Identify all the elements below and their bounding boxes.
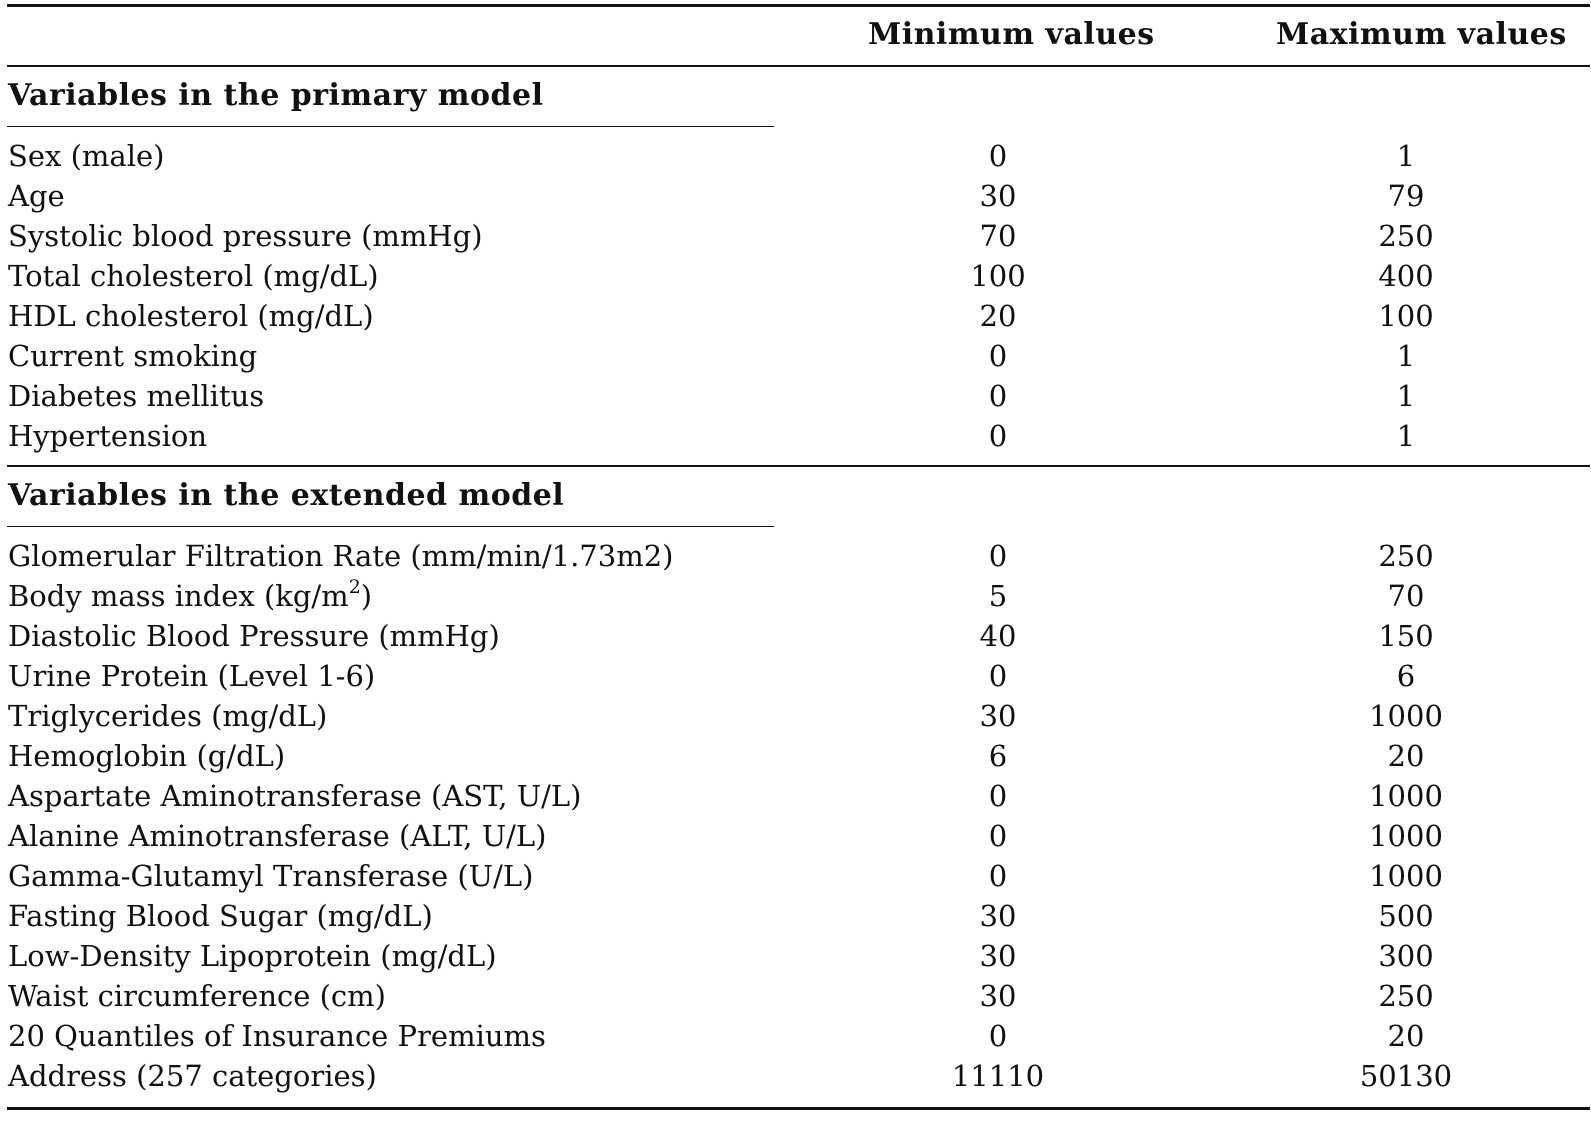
row-label: Body mass index (kg/m2): [8, 576, 373, 613]
row-min-value: 0: [988, 819, 1008, 853]
row-label: Sex (male): [8, 139, 165, 173]
row-max-value: 79: [1387, 179, 1425, 213]
row-label: Hypertension: [8, 419, 208, 453]
row-label: 20 Quantiles of Insurance Premiums: [8, 1019, 546, 1053]
row-min-value: 40: [979, 619, 1017, 653]
row-max-value: 1: [1396, 139, 1416, 173]
top-rule: [7, 4, 1590, 7]
row-label: HDL cholesterol (mg/dL): [8, 299, 374, 333]
row-label: Fasting Blood Sugar (mg/dL): [8, 899, 433, 933]
row-max-value: 1: [1396, 379, 1416, 413]
row-max-value: 6: [1396, 659, 1416, 693]
row-min-value: 30: [979, 899, 1017, 933]
section-underline-primary: [7, 126, 774, 127]
row-max-value: 1000: [1369, 819, 1443, 853]
row-max-value: 1000: [1369, 859, 1443, 893]
header-rule: [7, 65, 1590, 67]
row-label: Waist circumference (cm): [8, 979, 386, 1013]
section-title-primary: Variables in the primary model: [8, 78, 544, 113]
row-label: Address (257 categories): [8, 1059, 377, 1093]
row-label: Low-Density Lipoprotein (mg/dL): [8, 939, 497, 973]
row-min-value: 70: [979, 219, 1017, 253]
bottom-rule: [7, 1107, 1590, 1110]
row-label: Glomerular Filtration Rate (mm/min/1.73m…: [8, 539, 674, 573]
row-label: Age: [8, 179, 65, 213]
row-max-value: 400: [1378, 259, 1434, 293]
row-min-value: 6: [988, 739, 1008, 773]
row-min-value: 11110: [951, 1059, 1045, 1093]
row-label: Aspartate Aminotransferase (AST, U/L): [8, 779, 582, 813]
row-min-value: 0: [988, 419, 1008, 453]
row-label-text: Body mass index (kg/m: [8, 579, 349, 613]
row-label-superscript: 2: [348, 576, 361, 599]
row-max-value: 70: [1387, 579, 1425, 613]
row-label: Alanine Aminotransferase (ALT, U/L): [8, 819, 547, 853]
row-min-value: 0: [988, 339, 1008, 373]
header-maximum-values: Maximum values: [1276, 17, 1567, 52]
row-min-value: 30: [979, 979, 1017, 1013]
row-min-value: 0: [988, 1019, 1008, 1053]
row-label: Total cholesterol (mg/dL): [8, 259, 379, 293]
row-min-value: 30: [979, 699, 1017, 733]
row-min-value: 30: [979, 179, 1017, 213]
row-max-value: 500: [1378, 899, 1434, 933]
row-max-value: 150: [1378, 619, 1434, 653]
row-label: Urine Protein (Level 1-6): [8, 659, 376, 693]
row-label: Gamma-Glutamyl Transferase (U/L): [8, 859, 534, 893]
row-max-value: 20: [1387, 739, 1425, 773]
row-max-value: 1000: [1369, 699, 1443, 733]
row-min-value: 100: [970, 259, 1026, 293]
row-min-value: 20: [979, 299, 1017, 333]
row-min-value: 0: [988, 659, 1008, 693]
row-label: Triglycerides (mg/dL): [8, 699, 328, 733]
row-label: Current smoking: [8, 339, 258, 373]
row-max-value: 100: [1378, 299, 1434, 333]
section-title-extended: Variables in the extended model: [8, 478, 565, 513]
row-max-value: 1: [1396, 339, 1416, 373]
row-max-value: 1: [1396, 419, 1416, 453]
row-min-value: 5: [988, 579, 1008, 613]
row-min-value: 0: [988, 779, 1008, 813]
row-max-value: 300: [1378, 939, 1434, 973]
row-min-value: 30: [979, 939, 1017, 973]
row-label: Diastolic Blood Pressure (mmHg): [8, 619, 500, 653]
header-minimum-values: Minimum values: [868, 17, 1155, 52]
row-min-value: 0: [988, 859, 1008, 893]
row-label: Systolic blood pressure (mmHg): [8, 219, 483, 253]
row-min-value: 0: [988, 539, 1008, 573]
row-max-value: 50130: [1359, 1059, 1453, 1093]
row-max-value: 250: [1378, 979, 1434, 1013]
row-max-value: 20: [1387, 1019, 1425, 1053]
row-min-value: 0: [988, 139, 1008, 173]
section-divider-rule: [7, 465, 1590, 467]
section-underline-extended: [7, 526, 774, 527]
row-label: Hemoglobin (g/dL): [8, 739, 286, 773]
row-max-value: 250: [1378, 539, 1434, 573]
row-label: Diabetes mellitus: [8, 379, 265, 413]
row-max-value: 250: [1378, 219, 1434, 253]
row-max-value: 1000: [1369, 779, 1443, 813]
row-label-suffix: ): [360, 579, 373, 613]
row-min-value: 0: [988, 379, 1008, 413]
